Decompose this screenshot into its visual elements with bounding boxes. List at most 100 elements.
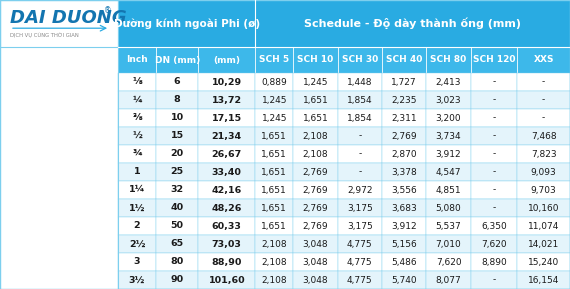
- Text: DN (mm): DN (mm): [154, 55, 199, 64]
- Bar: [517, 199, 570, 217]
- Bar: [426, 163, 471, 181]
- Bar: [517, 217, 570, 235]
- Bar: [471, 253, 517, 271]
- Bar: [198, 217, 255, 235]
- Bar: [337, 217, 382, 235]
- Text: 2,235: 2,235: [392, 95, 417, 105]
- Text: 2,108: 2,108: [262, 257, 287, 266]
- Text: -: -: [492, 149, 495, 158]
- Text: 2,769: 2,769: [303, 203, 328, 212]
- Text: 1,651: 1,651: [303, 95, 328, 105]
- Text: 1,854: 1,854: [347, 95, 373, 105]
- Bar: [118, 0, 255, 47]
- Bar: [337, 91, 382, 109]
- Bar: [382, 181, 426, 199]
- Text: 3,912: 3,912: [435, 149, 461, 158]
- Bar: [426, 199, 471, 217]
- Bar: [337, 271, 382, 289]
- Text: 1,854: 1,854: [347, 114, 373, 123]
- Bar: [426, 91, 471, 109]
- Bar: [255, 181, 294, 199]
- Text: 3,683: 3,683: [392, 203, 417, 212]
- Text: -: -: [492, 114, 495, 123]
- Bar: [198, 235, 255, 253]
- Text: -: -: [492, 77, 495, 86]
- Bar: [471, 163, 517, 181]
- Text: 10: 10: [170, 114, 184, 123]
- Bar: [294, 199, 337, 217]
- Bar: [255, 0, 570, 47]
- Text: -: -: [492, 203, 495, 212]
- Text: -: -: [358, 168, 361, 177]
- Bar: [517, 145, 570, 163]
- Bar: [471, 73, 517, 91]
- Bar: [118, 271, 156, 289]
- Bar: [471, 217, 517, 235]
- Text: 1½: 1½: [129, 203, 145, 212]
- Text: 1: 1: [134, 168, 140, 177]
- Text: 2,870: 2,870: [392, 149, 417, 158]
- Text: 9,093: 9,093: [531, 168, 556, 177]
- Text: -: -: [492, 95, 495, 105]
- Text: 10,29: 10,29: [211, 77, 242, 86]
- Bar: [426, 127, 471, 145]
- Bar: [118, 217, 156, 235]
- Bar: [337, 181, 382, 199]
- Bar: [198, 109, 255, 127]
- Text: ®: ®: [104, 6, 112, 15]
- Text: 2,108: 2,108: [262, 275, 287, 284]
- Text: 4,547: 4,547: [436, 168, 461, 177]
- Bar: [294, 235, 337, 253]
- Text: ¼: ¼: [132, 95, 142, 105]
- Text: 3,048: 3,048: [303, 240, 328, 249]
- Text: 2: 2: [134, 221, 140, 231]
- Text: 1,245: 1,245: [262, 95, 287, 105]
- Text: 2,413: 2,413: [436, 77, 461, 86]
- Bar: [294, 127, 337, 145]
- Text: SCH 30: SCH 30: [342, 55, 378, 64]
- Bar: [517, 235, 570, 253]
- Bar: [517, 127, 570, 145]
- Bar: [156, 73, 198, 91]
- Bar: [517, 91, 570, 109]
- Bar: [337, 163, 382, 181]
- Text: 4,775: 4,775: [347, 240, 373, 249]
- Text: ½: ½: [132, 131, 142, 140]
- Bar: [337, 235, 382, 253]
- Text: 1,727: 1,727: [392, 77, 417, 86]
- Text: 1,651: 1,651: [262, 203, 287, 212]
- Text: 9,703: 9,703: [531, 186, 556, 194]
- Bar: [255, 199, 294, 217]
- Bar: [118, 235, 156, 253]
- Bar: [426, 235, 471, 253]
- Text: DAI DUONG: DAI DUONG: [10, 9, 127, 27]
- Text: 16,154: 16,154: [528, 275, 559, 284]
- Bar: [118, 163, 156, 181]
- Text: 8,890: 8,890: [481, 257, 507, 266]
- Bar: [294, 91, 337, 109]
- Bar: [337, 127, 382, 145]
- Text: 7,823: 7,823: [531, 149, 556, 158]
- Text: 21,34: 21,34: [211, 131, 242, 140]
- Text: 50: 50: [170, 221, 184, 231]
- Text: 5,537: 5,537: [435, 221, 462, 231]
- Text: 10,160: 10,160: [528, 203, 559, 212]
- Bar: [198, 127, 255, 145]
- Text: 7,010: 7,010: [435, 240, 462, 249]
- Bar: [198, 91, 255, 109]
- Bar: [382, 253, 426, 271]
- Bar: [517, 163, 570, 181]
- Text: 17,15: 17,15: [211, 114, 242, 123]
- Bar: [294, 47, 337, 73]
- Bar: [255, 109, 294, 127]
- Text: 3,556: 3,556: [392, 186, 417, 194]
- Text: Inch: Inch: [126, 55, 148, 64]
- Bar: [255, 271, 294, 289]
- Text: 2,108: 2,108: [262, 240, 287, 249]
- Bar: [382, 47, 426, 73]
- Bar: [0, 0, 118, 47]
- Bar: [517, 253, 570, 271]
- Text: 8: 8: [174, 95, 181, 105]
- Bar: [118, 253, 156, 271]
- Bar: [294, 109, 337, 127]
